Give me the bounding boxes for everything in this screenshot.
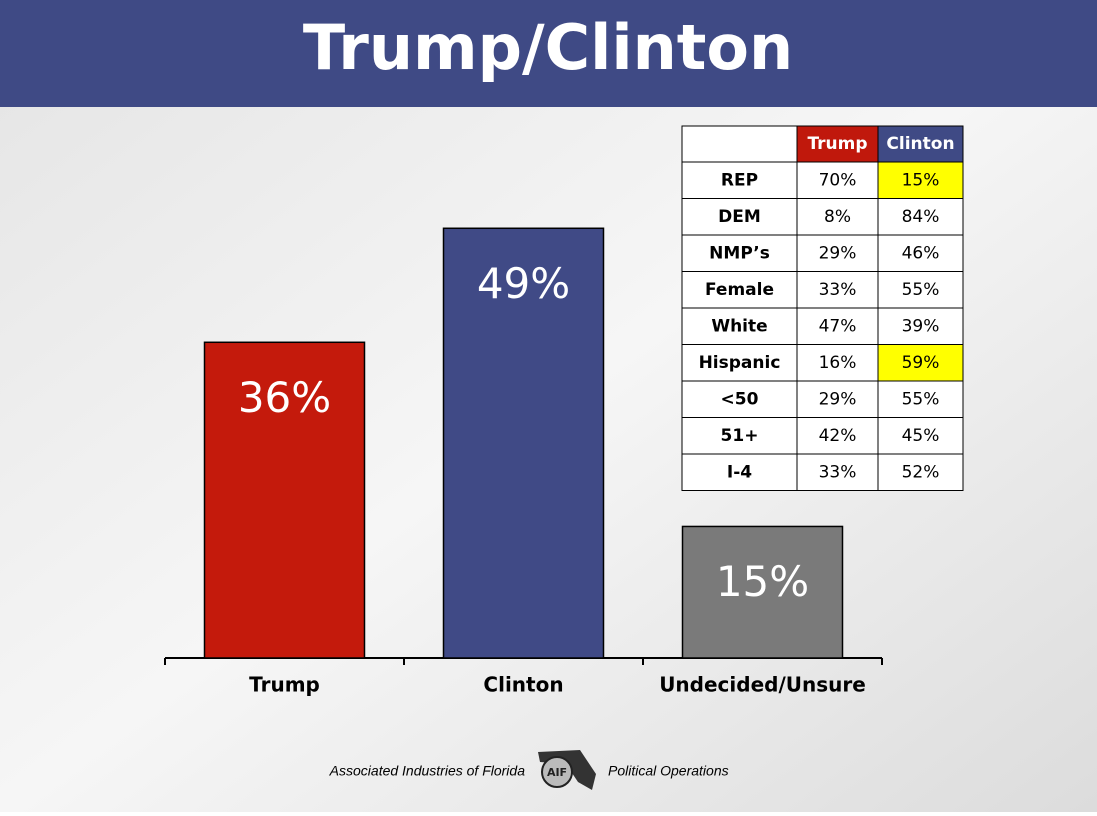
row-label: <50: [721, 389, 759, 409]
row-label: 51+: [721, 426, 759, 446]
table-value: 29%: [819, 243, 857, 263]
value-label: 49%: [477, 259, 570, 308]
row-label: NMP’s: [709, 243, 770, 263]
table-cell: [877, 417, 964, 455]
table-header-text: Clinton: [886, 134, 954, 154]
value-label: 15%: [716, 557, 809, 606]
table-value: 42%: [819, 426, 857, 446]
table-header-blank: [681, 125, 798, 163]
chart-title: Trump/Clinton: [303, 11, 793, 84]
table-value: 15%: [902, 170, 940, 190]
x-tick-label: Clinton: [483, 673, 563, 697]
table-cell: [681, 234, 798, 272]
table-value: 33%: [819, 462, 857, 482]
table-value: 8%: [824, 207, 851, 227]
footer-right: Political Operations: [608, 763, 729, 779]
value-label: 36%: [238, 373, 331, 422]
logo-circle: [541, 756, 573, 788]
bar: [203, 341, 366, 659]
table-cell: [681, 417, 798, 455]
table-value: 33%: [819, 280, 857, 300]
table-cell: [796, 271, 879, 309]
logo-text: AIF: [547, 766, 567, 779]
table-cell: [877, 453, 964, 491]
footer-left: Associated Industries of Florida: [329, 763, 526, 779]
table-cell: [877, 198, 964, 236]
table-cell: [681, 307, 798, 345]
table-value: 16%: [819, 353, 857, 373]
table-value: 47%: [819, 316, 857, 336]
row-label: White: [711, 316, 767, 336]
table-value: 70%: [819, 170, 857, 190]
table-cell: [681, 453, 798, 491]
table-value: 84%: [902, 207, 940, 227]
table-value: 59%: [902, 353, 940, 373]
table-cell: [877, 307, 964, 345]
table-value: 52%: [902, 462, 940, 482]
table-cell: [796, 198, 879, 236]
bar: [681, 525, 844, 659]
table-header-text: Trump: [807, 134, 867, 154]
row-label: I-4: [727, 462, 752, 482]
table-cell: [796, 234, 879, 272]
row-label: DEM: [718, 207, 761, 227]
table-cell: [877, 234, 964, 272]
table-value: 55%: [902, 280, 940, 300]
footer: Associated Industries of Florida AIF Pol…: [329, 750, 729, 790]
x-tick-label: Trump: [249, 673, 320, 697]
row-label: REP: [721, 170, 758, 190]
table-header-cell: [877, 125, 964, 163]
x-tick-label: Undecided/Unsure: [659, 673, 866, 697]
table-value: 39%: [902, 316, 940, 336]
table-cell: [796, 380, 879, 418]
row-label: Female: [705, 280, 774, 300]
table-value: 29%: [819, 389, 857, 409]
header-bar: [0, 0, 1097, 107]
table-cell: [681, 198, 798, 236]
row-label: Hispanic: [699, 353, 781, 373]
bar: [442, 227, 605, 659]
table-cell: [796, 453, 879, 491]
table-value: 45%: [902, 426, 940, 446]
table-value: 46%: [902, 243, 940, 263]
table-value: 55%: [902, 389, 940, 409]
table-cell: [877, 161, 964, 199]
